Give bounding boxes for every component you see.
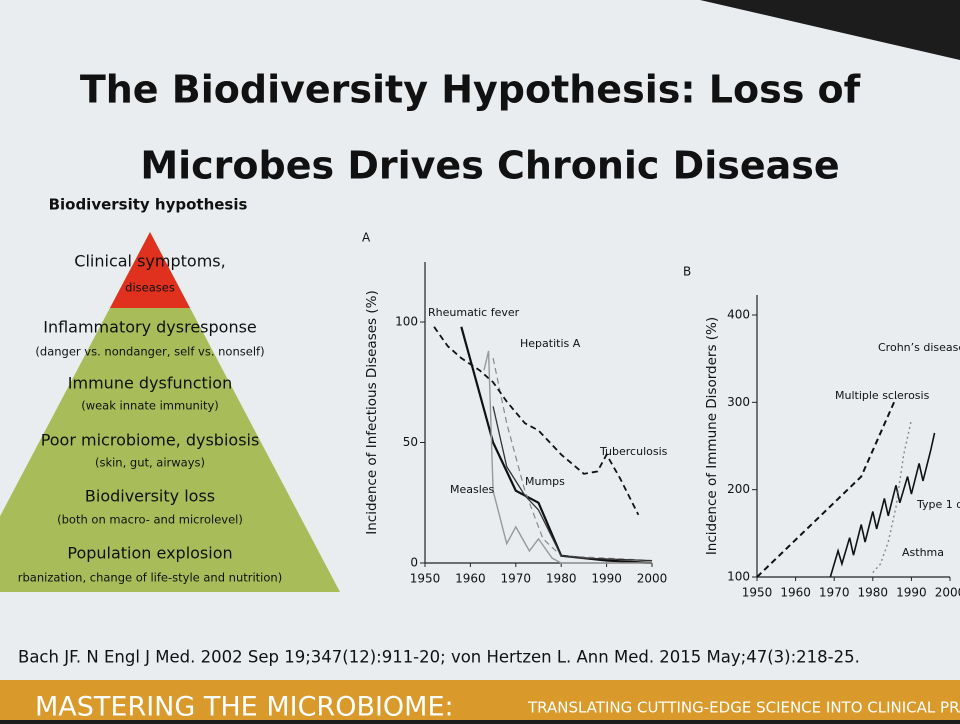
x-tick-label: 1990	[591, 572, 622, 586]
series-line	[433, 326, 640, 516]
pyramid	[0, 232, 340, 592]
series-line	[483, 350, 652, 564]
level-label: Poor microbiome, dysbiosis	[41, 431, 260, 450]
series-label: Measles	[450, 483, 495, 496]
series-label: Hepatitis A	[520, 337, 581, 350]
pyramid-top	[110, 232, 190, 308]
citation: Bach JF. N Engl J Med. 2002 Sep 19;347(1…	[18, 648, 860, 667]
panel-label: B	[683, 265, 691, 279]
x-tick-label: 1950	[410, 572, 441, 586]
x-tick-label: 1950	[742, 586, 773, 600]
level-label: Biodiversity loss	[85, 487, 215, 506]
level-detail: diseases	[125, 281, 175, 295]
pyramid-heading: Biodiversity hypothesis	[49, 196, 248, 214]
series-label: Tuberculosis	[599, 445, 668, 458]
series-line	[756, 397, 897, 578]
footer-band	[0, 680, 960, 720]
footer-brand: MASTERING THE MICROBIOME:	[35, 692, 454, 721]
x-tick-label: 1960	[780, 586, 811, 600]
x-tick-label: 1990	[896, 586, 927, 600]
series-label: Multiple sclerosis	[835, 389, 930, 402]
y-tick-label: 100	[727, 570, 750, 584]
y-tick-label: 300	[727, 395, 750, 409]
level-detail: (both on macro- and microlevel)	[57, 513, 243, 527]
y-axis-label: Incidence of Immune Disorders (%)	[704, 317, 720, 555]
x-tick-label: 1960	[455, 572, 486, 586]
y-tick-label: 200	[727, 482, 750, 496]
series-line	[460, 326, 653, 565]
y-tick-label: 0	[410, 556, 418, 570]
y-axis-label: Incidence of Infectious Diseases (%)	[364, 290, 380, 534]
level-label: Clinical symptoms,	[74, 252, 225, 271]
y-tick-label: 400	[727, 308, 750, 322]
series-label: Mumps	[525, 475, 565, 488]
x-tick-label: 1980	[546, 572, 577, 586]
panel-label: A	[362, 231, 371, 245]
x-tick-label: 1970	[819, 586, 850, 600]
annotation: Crohn’s disease	[878, 341, 960, 354]
title-line: The Biodiversity Hypothesis: Loss of	[80, 68, 861, 112]
level-detail: (weak innate immunity)	[81, 399, 219, 413]
series-label: Type 1 diabetes	[916, 498, 960, 511]
x-tick-label: 2000	[935, 586, 960, 600]
level-label: Population explosion	[67, 544, 232, 563]
level-detail: rbanization, change of life-style and nu…	[18, 571, 282, 585]
x-tick-label: 2000	[637, 572, 668, 586]
series-line	[492, 406, 653, 562]
series-label: Rheumatic fever	[428, 306, 520, 319]
x-tick-label: 1980	[858, 586, 889, 600]
level-detail: (skin, gut, airways)	[95, 456, 205, 470]
series-line	[829, 432, 936, 578]
title-line: Microbes Drives Chronic Disease	[140, 144, 839, 188]
level-detail: (danger vs. nondanger, self vs. nonself)	[35, 345, 264, 359]
series-label: Asthma	[902, 546, 944, 559]
level-label: Immune dysfunction	[68, 374, 232, 393]
footer-tagline: TRANSLATING CUTTING-EDGE SCIENCE INTO CL…	[527, 699, 960, 717]
x-tick-label: 1970	[501, 572, 532, 586]
level-label: Inflammatory dysresponse	[43, 318, 257, 337]
y-tick-label: 100	[395, 315, 418, 329]
y-tick-label: 50	[403, 435, 418, 449]
